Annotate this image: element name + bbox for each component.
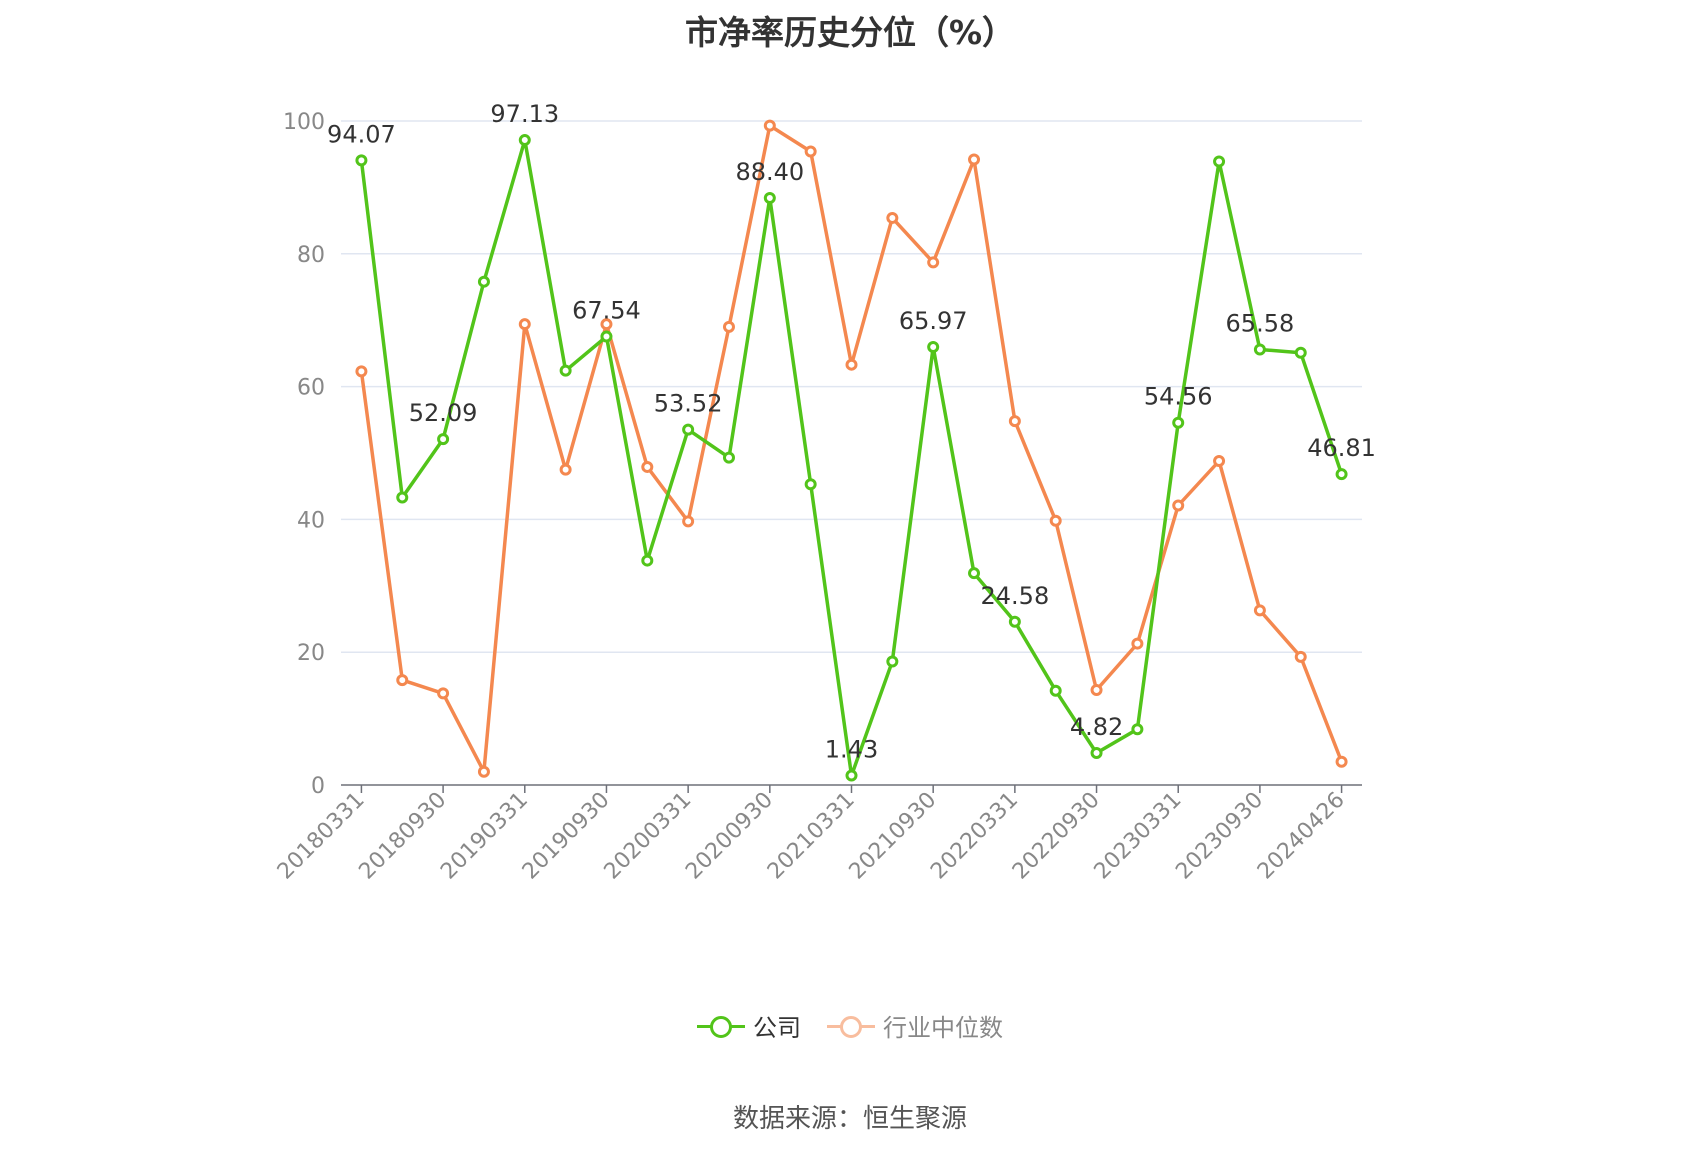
data-point-company — [437, 433, 450, 446]
data-point-company — [845, 769, 858, 782]
data-point-company — [1008, 615, 1021, 628]
data-label-company: 65.58 — [1226, 310, 1295, 338]
data-point-industry-median — [1049, 514, 1062, 527]
series-lines — [355, 119, 1348, 782]
data-point-company — [477, 275, 490, 288]
x-tick-label: 20230331 — [1090, 788, 1187, 885]
data-point-company — [518, 134, 531, 147]
legend-item-company[interactable]: 公司 — [697, 1008, 801, 1043]
data-point-industry-median — [1253, 604, 1266, 617]
grid-lines — [341, 120, 1362, 653]
data-point-industry-median — [682, 515, 695, 528]
data-point-company — [968, 567, 981, 580]
data-point-industry-median — [355, 365, 368, 378]
data-point-industry-median — [518, 318, 531, 331]
data-point-industry-median — [763, 119, 776, 132]
series-line-company — [359, 138, 1344, 778]
data-point-industry-median — [927, 256, 940, 269]
legend: 公司 行业中位数 — [0, 1008, 1700, 1043]
data-point-industry-median — [968, 153, 981, 166]
data-label-company: 94.07 — [327, 120, 396, 148]
data-label-company: 54.56 — [1144, 383, 1213, 411]
y-tick-label: 100 — [283, 110, 325, 135]
data-point-industry-median — [600, 318, 613, 331]
data-point-industry-median — [722, 320, 735, 333]
data-point-company — [559, 364, 572, 377]
data-label-company: 1.43 — [825, 736, 878, 764]
data-point-company — [641, 554, 654, 567]
x-tick-label: 20240426 — [1253, 788, 1350, 885]
legend-swatch-industry-median — [827, 1014, 875, 1038]
data-point-industry-median — [886, 211, 899, 224]
data-labels: 94.07 52.09 97.13 67.54 53.52 88.40 1.43 65.97 2… — [327, 100, 1376, 763]
legend-label-company: 公司 — [753, 1014, 801, 1042]
data-label-company: 88.40 — [735, 158, 804, 186]
data-label-company: 52.09 — [409, 399, 478, 427]
x-tick-label: 20190331 — [436, 788, 533, 885]
legend-label-industry-median: 行业中位数 — [883, 1014, 1003, 1042]
data-label-company: 65.97 — [899, 307, 968, 335]
data-point-company — [927, 340, 940, 353]
data-point-company — [1131, 723, 1144, 736]
data-point-company — [1335, 468, 1348, 481]
data-point-industry-median — [641, 460, 654, 473]
y-tick-label: 0 — [311, 774, 325, 799]
data-label-company: 53.52 — [654, 390, 723, 418]
source-note: 数据来源：恒生聚源 — [732, 1104, 967, 1134]
axes: 0 20 40 60 80 100 2018033120180930201903312019… — [273, 110, 1362, 884]
data-point-industry-median — [396, 674, 409, 687]
y-tick-label: 60 — [297, 376, 325, 401]
data-point-industry-median — [845, 358, 858, 371]
x-tick-label: 20220930 — [1008, 788, 1105, 885]
data-point-industry-median — [559, 463, 572, 476]
data-point-industry-median — [1008, 415, 1021, 428]
data-point-industry-median — [1335, 755, 1348, 768]
data-point-industry-median — [1172, 499, 1185, 512]
data-point-company — [1172, 416, 1185, 429]
data-point-industry-median — [477, 765, 490, 778]
data-point-company — [1213, 155, 1226, 168]
data-point-industry-median — [1090, 684, 1103, 697]
data-point-industry-median — [1131, 637, 1144, 650]
data-label-company: 67.54 — [572, 297, 641, 325]
data-point-company — [1294, 346, 1307, 359]
x-tick-label: 20190930 — [518, 788, 615, 885]
x-tick-label: 20200331 — [600, 788, 697, 885]
data-label-company: 97.13 — [490, 100, 559, 128]
data-point-company — [804, 478, 817, 491]
x-tick-label: 20180930 — [354, 788, 451, 885]
x-tick-label: 20180331 — [273, 788, 370, 885]
data-label-company: 46.81 — [1307, 434, 1376, 462]
x-tick-label: 20220331 — [926, 788, 1023, 885]
data-point-industry-median — [1213, 454, 1226, 467]
data-point-company — [763, 192, 776, 205]
legend-item-industry-median[interactable]: 行业中位数 — [827, 1008, 1003, 1043]
data-point-company — [682, 423, 695, 436]
data-point-company — [600, 330, 613, 343]
y-tick-label: 40 — [297, 508, 325, 533]
data-point-company — [396, 491, 409, 504]
data-point-company — [1049, 684, 1062, 697]
data-point-company — [722, 451, 735, 464]
data-point-industry-median — [437, 687, 450, 700]
legend-swatch-company — [697, 1014, 745, 1038]
data-point-company — [1253, 343, 1266, 356]
data-point-industry-median — [804, 145, 817, 158]
series-line-industry-median — [359, 123, 1344, 774]
x-tick-label: 20210331 — [763, 788, 860, 885]
y-tick-label: 20 — [297, 641, 325, 666]
data-point-industry-median — [1294, 650, 1307, 663]
x-tick-label: 20200930 — [681, 788, 778, 885]
x-tick-label: 20230930 — [1171, 788, 1268, 885]
data-point-company — [886, 655, 899, 668]
y-tick-label: 80 — [297, 243, 325, 268]
data-label-company: 24.58 — [981, 582, 1050, 610]
chart-title: 市净率历史分位（%） — [684, 13, 1016, 52]
data-point-company — [355, 154, 368, 167]
data-point-company — [1090, 746, 1103, 759]
x-tick-label: 20210930 — [845, 788, 942, 885]
data-label-company: 4.82 — [1070, 713, 1123, 741]
